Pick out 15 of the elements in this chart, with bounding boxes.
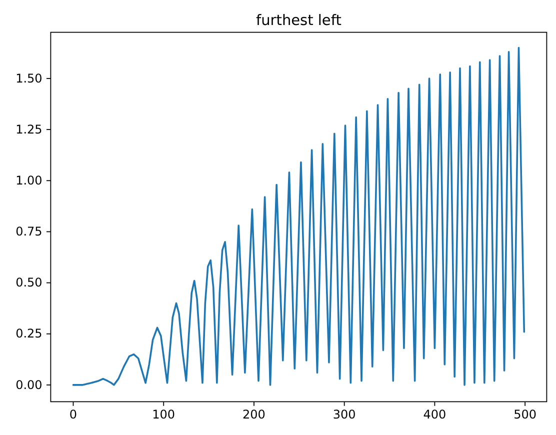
x-tick-label: 100 xyxy=(152,408,176,422)
x-tick-label: 0 xyxy=(69,408,78,422)
y-tick-label: 1.00 xyxy=(16,173,42,188)
y-tick-label: 1.25 xyxy=(16,122,42,136)
y-tick-label: 0.25 xyxy=(16,326,42,341)
x-tick-label: 200 xyxy=(242,408,266,422)
x-tick-label: 300 xyxy=(332,408,356,422)
chart-title: furthest left xyxy=(256,13,342,29)
y-tick-label: 1.50 xyxy=(16,71,42,86)
y-tick-label: 0.75 xyxy=(16,224,42,239)
line-series xyxy=(72,46,526,386)
x-tick-label: 400 xyxy=(423,408,446,422)
y-tick-label: 0.50 xyxy=(16,276,42,290)
x-tick-label: 500 xyxy=(514,408,537,422)
y-tick-label: 0.00 xyxy=(16,378,42,392)
